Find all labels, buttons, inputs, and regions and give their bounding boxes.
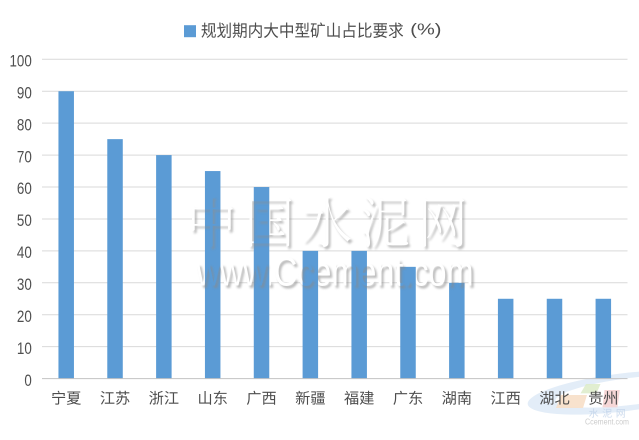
svg-text:40: 40: [17, 243, 32, 262]
svg-text:50: 50: [17, 211, 32, 230]
svg-text:60: 60: [17, 179, 32, 198]
svg-text:90: 90: [17, 83, 32, 102]
svg-text:(%): (%): [410, 22, 441, 39]
svg-text:30: 30: [17, 275, 32, 294]
svg-text:70: 70: [17, 147, 32, 166]
svg-text:www.Ccement.com: www.Ccement.com: [196, 249, 474, 295]
svg-text:100: 100: [10, 52, 32, 71]
svg-text:20: 20: [17, 307, 32, 326]
svg-text:80: 80: [17, 115, 32, 134]
svg-text:10: 10: [17, 339, 32, 358]
svg-text:0: 0: [24, 371, 31, 390]
svg-text:www.Ccement.com: www.Ccement.com: [198, 251, 476, 297]
svg-text:Ccement.com: Ccement.com: [585, 418, 629, 427]
